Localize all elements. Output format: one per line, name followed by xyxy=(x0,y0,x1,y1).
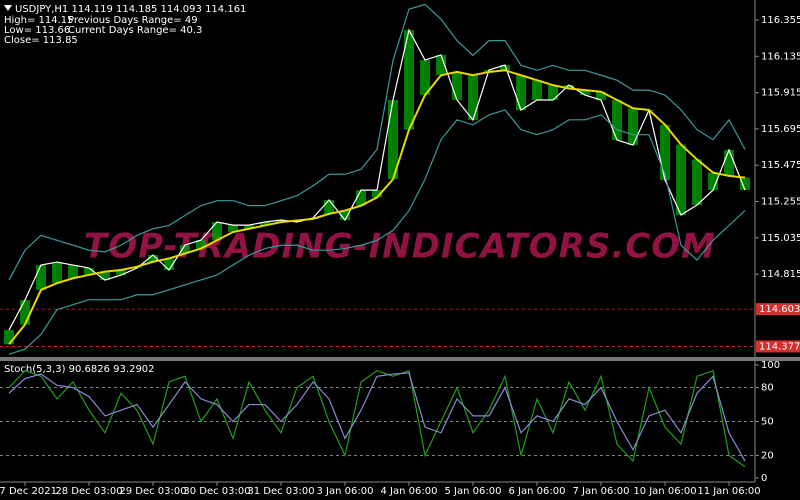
y-tick-label: 116.355 xyxy=(761,15,800,26)
x-tick-label: 31 Dec 03:00 xyxy=(247,486,314,497)
candle xyxy=(420,60,430,96)
candle xyxy=(324,200,334,214)
info-text: Close= 113.85 xyxy=(4,35,78,46)
y-tick-label: 50 xyxy=(761,417,774,428)
info-text: High= 114.15 xyxy=(4,15,74,26)
candle xyxy=(212,221,222,241)
candle xyxy=(532,80,542,101)
candle xyxy=(4,330,14,345)
candle xyxy=(196,240,206,249)
candle xyxy=(244,225,254,229)
candle xyxy=(468,75,478,120)
series-line xyxy=(8,28,746,331)
candle xyxy=(148,254,158,262)
y-tick-label: 20 xyxy=(761,450,774,461)
candle xyxy=(628,108,638,146)
candle xyxy=(580,90,590,96)
candle xyxy=(276,219,286,223)
candle xyxy=(516,75,526,111)
candle xyxy=(36,265,46,290)
watermark: TOP-TRADING-INDICATORS.COM xyxy=(84,227,716,267)
series-line xyxy=(8,372,746,462)
candle xyxy=(436,54,446,76)
level-label-bg xyxy=(756,303,800,316)
candle xyxy=(724,150,734,176)
candle xyxy=(164,258,174,271)
level-label-bg xyxy=(756,340,800,353)
candle xyxy=(692,159,702,205)
candle xyxy=(708,172,718,191)
candle xyxy=(68,265,78,279)
y-tick-label: 115.035 xyxy=(761,233,800,244)
x-tick-label: 28 Dec 03:00 xyxy=(55,486,122,497)
candle xyxy=(660,124,670,181)
candle xyxy=(676,144,686,216)
candle xyxy=(612,100,622,140)
level-label: 114.377 xyxy=(759,341,800,352)
candle xyxy=(340,210,350,220)
candle xyxy=(116,270,126,276)
level-label: 114.603 xyxy=(759,304,800,315)
x-tick-label: 10 Jan 06:00 xyxy=(633,486,696,497)
y-tick-label: 100 xyxy=(761,360,780,371)
candle xyxy=(452,71,462,101)
x-tick-label: 29 Dec 03:00 xyxy=(119,486,186,497)
y-tick-label: 116.135 xyxy=(761,51,800,62)
candle xyxy=(260,221,270,226)
chart-title: USDJPY,H1 114.119 114.185 114.093 114.16… xyxy=(15,4,246,15)
candle xyxy=(52,262,62,284)
x-tick-label: 6 Jan 06:00 xyxy=(509,486,566,497)
y-tick-label: 115.915 xyxy=(761,88,800,99)
candle xyxy=(100,271,110,281)
series-line xyxy=(8,369,746,468)
candle xyxy=(500,65,510,71)
x-tick-label: 30 Dec 03:00 xyxy=(183,486,250,497)
x-tick-label: 3 Jan 06:00 xyxy=(317,486,374,497)
y-tick-label: 115.255 xyxy=(761,197,800,208)
x-tick-label: 11 Jan 06:00 xyxy=(697,486,760,497)
candle xyxy=(356,190,366,206)
x-tick-label: 5 Jan 06:00 xyxy=(445,486,502,497)
indicator-title: Stoch(5,3,3) 90.6826 93.2902 xyxy=(4,364,155,375)
y-tick-label: 80 xyxy=(761,383,774,394)
series-line xyxy=(8,3,746,281)
x-tick-label: 7 Jan 06:00 xyxy=(573,486,630,497)
candle xyxy=(548,85,558,101)
info-text: Current Days Range= 40.3 xyxy=(68,25,202,36)
candle xyxy=(372,190,382,198)
info-text: Previous Days Range= 49 xyxy=(68,15,198,26)
candle xyxy=(740,177,750,191)
candle xyxy=(388,100,398,180)
candle xyxy=(596,91,606,101)
candle xyxy=(20,300,30,325)
series-line xyxy=(8,109,746,355)
info-text: Low= 113.66 xyxy=(4,25,70,36)
series-line xyxy=(8,69,746,345)
menu-triangle xyxy=(4,5,12,11)
x-tick-label: 27 Dec 2021 xyxy=(0,486,57,497)
pane-separator xyxy=(0,357,800,361)
y-tick-label: 114.815 xyxy=(761,269,800,280)
candle xyxy=(180,245,190,254)
candle xyxy=(84,268,94,275)
x-tick-label: 4 Jan 06:00 xyxy=(381,486,438,497)
y-tick-label: 115.695 xyxy=(761,124,800,135)
candle xyxy=(404,30,414,130)
y-tick-label: 115.475 xyxy=(761,160,800,171)
y-tick-label: 0 xyxy=(761,473,767,484)
candle xyxy=(228,225,238,233)
candle xyxy=(564,84,574,89)
